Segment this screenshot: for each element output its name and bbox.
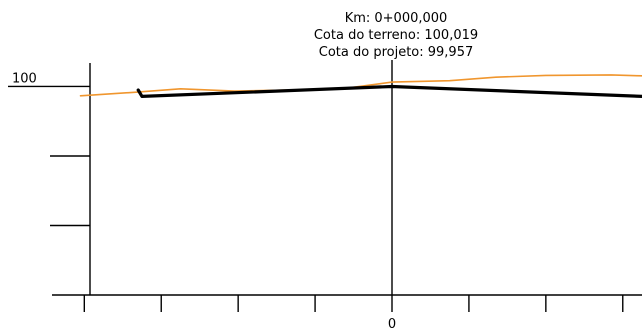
terrain-profile-line	[79, 74, 642, 97]
x-tick-label-4: 0	[388, 317, 396, 332]
design-profile-line	[136, 84, 642, 99]
y-tick-label-0: 100	[12, 71, 37, 86]
station-info-block: Km: 0+000,000 Cota do terreno: 100,019 C…	[314, 11, 478, 60]
station-km-label: Km: 0+000,000	[345, 11, 448, 26]
axes	[8, 60, 642, 312]
profile-lines	[79, 74, 642, 99]
terrain-elevation-label: Cota do terreno: 100,019	[314, 28, 478, 43]
design-elevation-label: Cota do projeto: 99,957	[319, 45, 474, 60]
tick-labels: 100 0	[12, 71, 396, 332]
